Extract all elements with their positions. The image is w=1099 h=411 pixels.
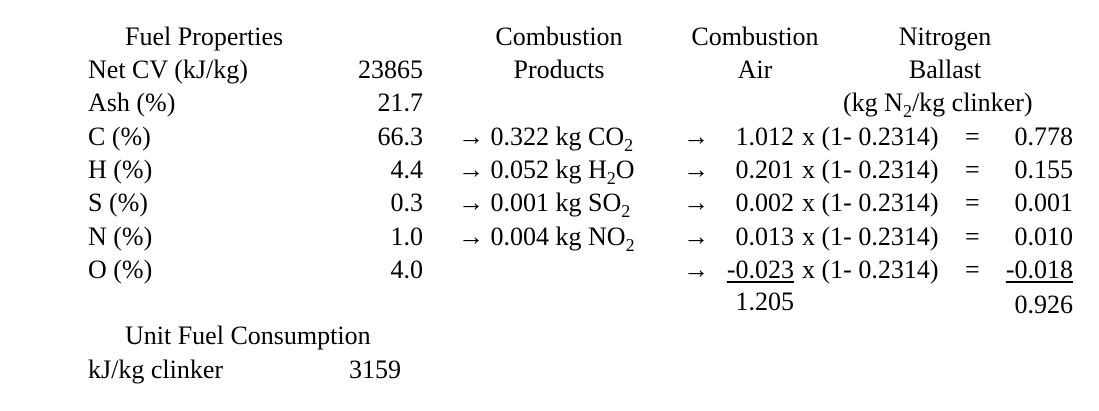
product-prefix: → 0.004 kg NO xyxy=(458,221,626,251)
fuel-property-label: Ash (%) xyxy=(88,88,176,118)
fuel-property-value: 66.3 xyxy=(377,121,424,151)
equals-sign: = xyxy=(965,221,980,251)
air-amount: 0.002 xyxy=(735,188,795,218)
air-factor: x (1- 0.2314) xyxy=(802,154,939,184)
ballast-unit-suffix: /kg clinker) xyxy=(911,88,1033,117)
fuel-property-value: 21.7 xyxy=(377,88,424,118)
fuel-property-label: C (%) xyxy=(88,121,151,151)
equals-sign: = xyxy=(965,154,980,184)
fuel-property-label: S (%) xyxy=(88,188,148,218)
air-header-line2: Air xyxy=(737,55,773,84)
air-factor: x (1- 0.2314) xyxy=(802,254,939,284)
fuel-property-value: 23865 xyxy=(358,55,423,84)
ballast-unit: (kg N2/kg clinker) xyxy=(843,88,1033,121)
equals-sign: = xyxy=(965,121,980,151)
product-subscript: 2 xyxy=(625,234,635,255)
ballast-amount: -0.018 xyxy=(1005,254,1073,284)
air-arrow: → xyxy=(683,121,709,151)
ballast-unit-prefix: (kg N xyxy=(843,88,903,117)
product-prefix: → 0.322 kg CO xyxy=(458,121,625,151)
ballast-amount: 0.778 xyxy=(1014,121,1074,151)
fuel-property-label: N (%) xyxy=(88,221,153,251)
products-header-line1: Combustion xyxy=(495,22,623,51)
air-amount: 0.013 xyxy=(735,221,795,251)
consumption-label: kJ/kg clinker xyxy=(88,355,224,384)
product-suffix: O xyxy=(615,154,635,184)
fuel-property-label: Net CV (kJ/kg) xyxy=(88,55,248,84)
ballast-amount: 0.010 xyxy=(1014,221,1074,251)
product-subscript: 2 xyxy=(606,167,616,188)
air-arrow: → xyxy=(683,188,709,218)
air-arrow: → xyxy=(683,221,709,251)
product-prefix: → 0.001 kg SO xyxy=(458,188,622,218)
air-header-line1: Combustion xyxy=(691,22,819,51)
fuel-property-value: 4.4 xyxy=(390,154,424,184)
fuel-property-value: 1.0 xyxy=(390,221,424,251)
air-factor: x (1- 0.2314) xyxy=(802,221,939,251)
consumption-value: 3159 xyxy=(349,355,401,384)
product-item: → 0.322 kg CO2 xyxy=(458,121,634,155)
air-factor: x (1- 0.2314) xyxy=(802,188,939,218)
ballast-amount: 0.001 xyxy=(1014,188,1074,218)
air-arrow: → xyxy=(683,254,709,284)
ballast-total: 0.926 xyxy=(1014,290,1074,319)
ballast-header-line2: Ballast xyxy=(908,55,982,84)
product-prefix: → 0.052 kg H xyxy=(458,154,607,184)
fuel-properties-title: Fuel Properties xyxy=(125,22,284,51)
fuel-property-label: H (%) xyxy=(88,154,153,184)
products-header-line2: Products xyxy=(513,55,605,84)
consumption-title: Unit Fuel Consumption xyxy=(125,321,371,350)
air-amount: 1.012 xyxy=(735,121,795,151)
ballast-header-line1: Nitrogen xyxy=(898,22,992,51)
air-amount: -0.023 xyxy=(726,254,794,284)
product-item: → 0.052 kg H2O xyxy=(458,154,635,188)
ballast-amount: 0.155 xyxy=(1014,154,1074,184)
equals-sign: = xyxy=(965,188,980,218)
air-total: 1.205 xyxy=(735,287,795,316)
product-subscript: 2 xyxy=(621,201,631,222)
air-amount: 0.201 xyxy=(735,154,795,184)
ballast-unit-subscript: 2 xyxy=(902,101,912,121)
product-item: → 0.004 kg NO2 xyxy=(458,221,635,255)
fuel-property-value: 0.3 xyxy=(390,188,424,218)
equals-sign: = xyxy=(965,254,980,284)
fuel-property-value: 4.0 xyxy=(390,254,424,284)
fuel-property-label: O (%) xyxy=(88,254,153,284)
product-subscript: 2 xyxy=(624,134,634,155)
air-arrow: → xyxy=(683,154,709,184)
air-factor: x (1- 0.2314) xyxy=(802,121,939,151)
product-item: → 0.001 kg SO2 xyxy=(458,188,631,222)
